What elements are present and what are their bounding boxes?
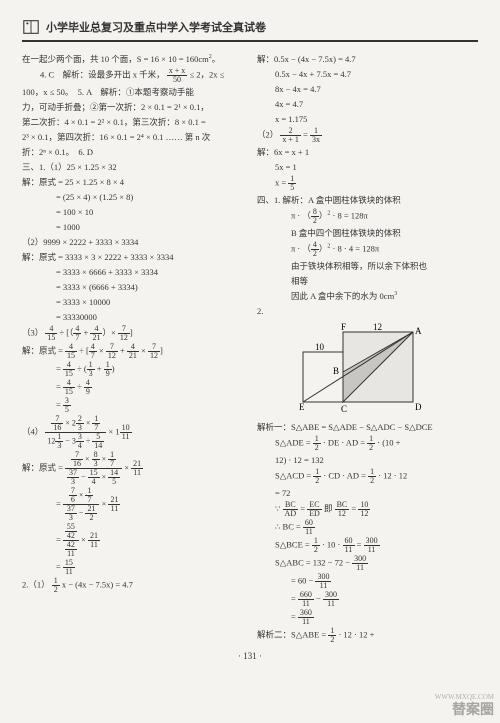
book-icon [22,18,40,36]
line: = 36011 [257,609,478,626]
line: = 5542 4211 × 2111 [22,523,243,558]
line: （2）9999 × 2222 + 3333 × 3334 [22,235,243,249]
line: 第二次折：4 × 0.1 = 2² × 0.1，第三次折：8 × 0.1 = [22,115,243,129]
line: 三、1.（1）25 × 1.25 × 32 [22,160,243,174]
line: 4x = 4.7 [257,97,478,111]
line: x = 15 [257,175,478,192]
label-top: 12 [373,322,382,332]
line: 相等 [257,274,478,288]
line: （4） 716 × 223 × 17 1213 − 334 ÷ 514 × 11… [22,415,243,450]
line: S△ADE = 12 · DE · AD = 12 · (10 + [257,435,478,452]
geometry-diagram: F A E C D B 12 10 [293,322,478,416]
line: 在一起少两个面，共 10 个面，S = 16 × 10 = 160cm2。 [22,52,243,66]
line: 四、1. 解析：A 盒中圆柱体铁块的体积 [257,193,478,207]
line: 4. C 解析：设最多开出 x 千米， x + x50 ≤ 2，2x ≤ [22,67,243,84]
line: 2³ × 0.1，第四次折：16 × 0.1 = 2⁴ × 0.1 …… 第 n… [22,130,243,144]
line: = 76 × 17 373 − 212 × 2111 [22,487,243,522]
page-number: · 131 · [22,651,478,661]
label-d: D [415,402,422,412]
line: 解：原式 = 415 ÷ [47 × 712 + 421 × 712] [22,343,243,360]
line: 解析二：S△ABE = 12 · 12 · 12 + [257,627,478,644]
line: 解：0.5x − (4x − 7.5x) = 4.7 [257,52,478,66]
line: 解：原式 = 25 × 1.25 × 8 × 4 [22,175,243,189]
label-left: 10 [315,342,325,352]
line: 解：6x = x + 1 [257,145,478,159]
line: S△ABC = 132 − 72 − 30011 [257,555,478,572]
line: （3） 415 ÷ [（47 + 421）× 712] [22,325,243,342]
content-columns: 在一起少两个面，共 10 个面，S = 16 × 10 = 160cm2。 4.… [22,52,478,645]
line: 折：2ⁿ × 0.1。 6. D [22,145,243,159]
line: （2） 2x + 1 = 13x [257,127,478,144]
line: 因此 A 盒中余下的水为 0cm3 [257,289,478,303]
left-column: 在一起少两个面，共 10 个面，S = 16 × 10 = 160cm2。 4.… [22,52,243,645]
line: ∵ BCAD = ECED 即 BC12 = 1012 [257,501,478,518]
line: ∴ BC = 6011 [257,519,478,536]
line: = 3333 × 6666 + 3333 × 3334 [22,265,243,279]
watermark-logo: 替案圈 [452,699,494,719]
line: 0.5x − 4x + 7.5x = 4.7 [257,67,478,81]
line: = 72 [257,486,478,500]
line: = 35 [22,397,243,414]
line: 8x − 4x = 4.7 [257,82,478,96]
line: 由于铁块体积相等，所以余下体积也 [257,259,478,273]
header-title: 小学毕业总复习及重点中学入学考试全真试卷 [46,19,266,35]
line: 力，可动手折叠；②第一次折：2 × 0.1 = 2¹ × 0.1， [22,100,243,114]
label-b: B [333,366,339,376]
line: = 33330000 [22,310,243,324]
line: S△ACD = 12 · CD · AD = 12 · 12 · 12 [257,468,478,485]
line: 解：原式 = 716 × 83 × 17 373 − 154 × 145 × 2… [22,451,243,486]
line: = 100 × 10 [22,205,243,219]
line: = 415 ÷ 49 [22,379,243,396]
line: = (25 × 4) × (1.25 × 8) [22,190,243,204]
line: = 1511 [22,559,243,576]
line: 2. [257,304,478,318]
page-header: 小学毕业总复习及重点中学入学考试全真试卷 [22,18,478,42]
line: = 60 − 30011 [257,573,478,590]
line: = 3333 × 10000 [22,295,243,309]
line: π · （42）2 · 8 · 4 = 128π [257,241,478,258]
line: 100，x ≤ 50。 5. A 解析：①本题考察动手能 [22,85,243,99]
right-column: 解：0.5x − (4x − 7.5x) = 4.7 0.5x − 4x + 7… [257,52,478,645]
line: 2.（1） 12 x − (4x − 7.5x) = 4.7 [22,577,243,594]
line: π · （82）2 · 8 = 128π [257,208,478,225]
line: S△BCE = 12 · 10 · 6011 = 30011 [257,537,478,554]
line: 解析一：S△ABE = S△ADE − S△ADC − S△DCE [257,420,478,434]
line: = 415 ÷ (13 + 19) [22,361,243,378]
label-a: A [415,326,422,336]
line: = 66011 − 30011 [257,591,478,608]
line: B 盒中四个圆柱体铁块的体积 [257,226,478,240]
label-c: C [341,404,347,412]
line: = 1000 [22,220,243,234]
line: x = 1.175 [257,112,478,126]
label-e: E [299,402,305,412]
line: 12) · 12 = 132 [257,453,478,467]
line: = 3333 × (6666 + 3334) [22,280,243,294]
line: 5x = 1 [257,160,478,174]
label-f: F [341,322,346,332]
line: 解：原式 = 3333 × 3 × 2222 + 3333 × 3334 [22,250,243,264]
